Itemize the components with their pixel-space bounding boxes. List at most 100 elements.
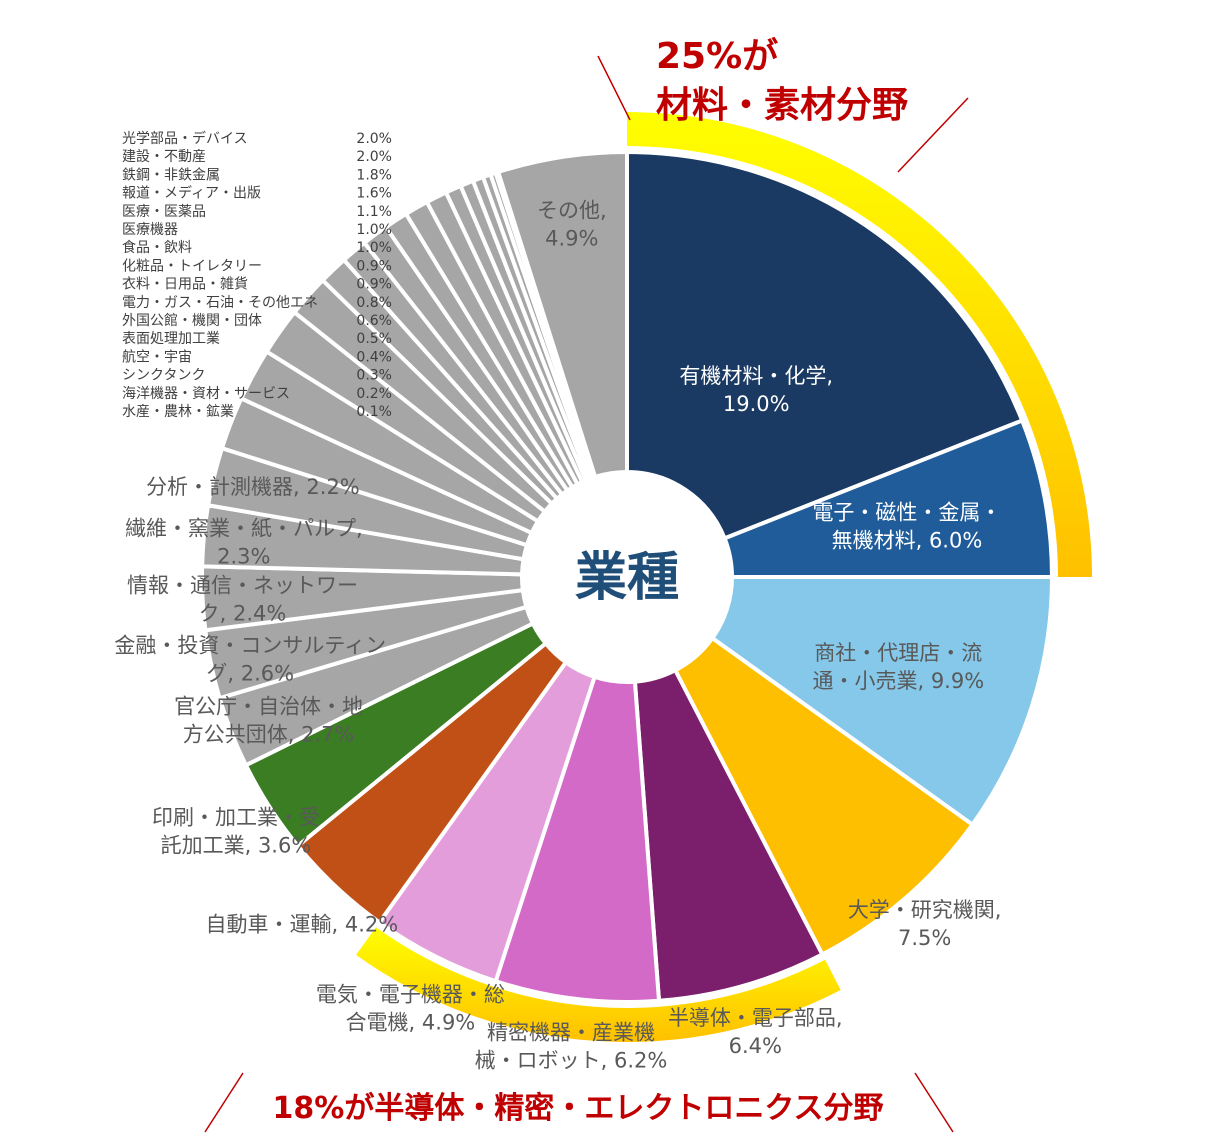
label-大学-研究機関: 大学・研究機関, 7.5% [848,898,1002,950]
label-line2: 7.5% [898,926,951,950]
small-label-name: 海洋機器・資材・サービス [122,386,290,402]
label-line1: 電気・電子機器・総 [316,982,505,1006]
annotation-tick-left [597,55,631,121]
annotation-line2: 材料・素材分野 [656,85,908,126]
small-label-光学部品-デバイス: 光学部品・デバイス 2.0% [122,130,392,147]
small-label-シンクタンク: シンクタンク 0.3% [122,368,392,384]
label-line2: 2.3% [217,545,270,569]
label-自動車-運輸: 自動車・運輸, 4.2% [205,912,398,936]
label-その他: その他, 4.9% [537,198,607,250]
small-label-pct: 1.0% [356,222,392,238]
small-label-pct: 1.0% [356,240,392,256]
label-line1: 商社・代理店・流 [814,641,982,665]
label-line2: 械・ロボット, 6.2% [475,1049,668,1073]
label-有機材料-化学: 有機材料・化学, 19.0% [679,364,833,416]
slice-大学-研究機関 [673,636,975,957]
label-line1: 官公庁・自治体・地 [174,695,363,719]
small-label-name: 建設・不動産 [122,149,206,165]
label-line1: 電子・磁性・金属・ [812,501,1001,525]
label-line2: 19.0% [723,392,790,416]
small-label-name: 水産・農林・鉱業 [122,403,234,420]
label-半導体-電子部品: 半導体・電子部品, 6.4% [668,1006,843,1058]
label-line2: 6.4% [729,1034,782,1058]
label-line2: 通・小売業, 9.9% [812,669,984,693]
label-line2: 4.9% [545,226,598,250]
small-label-name: 電力・ガス・石油・その他エネ [122,295,318,311]
small-label-pct: 0.2% [356,386,392,402]
small-label-pct: 1.8% [356,167,392,183]
slice-有機材料-化学 [625,150,1025,541]
small-label-name: 医療・医薬品 [122,203,206,220]
label-line2: グ, 2.6% [206,661,294,685]
label-電子-磁性-金属-無機材料: 電子・磁性・金属・無機材料, 6.0% [812,501,1001,553]
small-label-pct: 0.9% [356,277,392,293]
annotation-line1: 25%が [656,36,778,77]
label-line1: 精密機器・産業機 [487,1021,655,1045]
label-line1: その他, [537,198,607,222]
small-label-建設-不動産: 建設・不動産 2.0% [122,149,392,165]
small-label-name: 食品・飲料 [122,239,192,256]
label-line1: 分析・計測機器, 2.2% [146,475,360,499]
label-繊維-窯業-紙-パルプ: 繊維・窯業・紙・パルプ, 2.3% [125,517,363,569]
label-line2: ク, 2.4% [199,601,287,625]
label-line2: 合電機, 4.9% [346,1010,476,1034]
label-line1: 印刷・加工業・受 [152,806,320,830]
small-label-name: 医療機器 [122,221,178,238]
label-line2: 託加工業, 3.6% [161,834,312,858]
small-label-name: 衣料・日用品・雑貨 [122,276,248,293]
small-label-pct: 0.8% [356,295,392,311]
slice-精密機器-産業機械-ロボット [493,674,662,1004]
small-label-外国公館-機関-団体: 外国公館・機関・団体 0.6% [122,312,392,329]
slice-その他 [496,150,629,479]
small-label-海洋機器-資材-サービス: 海洋機器・資材・サービス 0.2% [122,386,392,402]
label-line1: 情報・通信・ネットワー [127,573,358,597]
small-label-name: 報道・メディア・出版 [122,185,261,202]
small-label-pct: 0.5% [356,331,392,347]
annotation-line1: 18%が半導体・精密・エレクトロニクス分野 [273,1091,884,1126]
label-商社-代理店-流通-小売業: 商社・代理店・流通・小売業, 9.9% [812,641,984,693]
small-label-医療-医薬品: 医療・医薬品 1.1% [122,203,392,220]
small-label-name: 外国公館・機関・団体 [122,312,262,329]
small-label-pct: 0.1% [356,404,392,420]
small-label-航空-宇宙: 航空・宇宙 0.4% [122,349,392,365]
label-line1: 繊維・窯業・紙・パルプ, [125,517,363,541]
small-label-pct: 0.6% [356,313,392,329]
label-line2: 無機材料, 6.0% [832,529,983,553]
label-line1: 自動車・運輸, 4.2% [205,912,398,936]
small-label-pct: 1.1% [356,204,392,220]
slice-電子-磁性-金属-無機材料 [722,418,1054,579]
small-label-pct: 2.0% [356,131,392,147]
small-label-name: 鉄鋼・非鉄金属 [122,167,220,183]
label-line2: 方公共団体, 2.7% [183,723,355,747]
small-label-pct: 0.9% [356,258,392,274]
small-label-name: 化粧品・トイレタリー [122,258,262,274]
highlight-band-2 [356,927,841,1043]
label-分析-計測機器: 分析・計測機器, 2.2% [146,475,360,499]
annotation-tick-left [204,1072,244,1133]
small-label-pct: 2.0% [356,149,392,165]
label-line1: 半導体・電子部品, [668,1006,843,1030]
small-label-pct: 1.6% [356,186,392,202]
slice-半導体-電子部品 [632,668,825,1003]
small-label-pct: 0.3% [356,368,392,384]
slice-商社-代理店-流通-小売業 [710,575,1054,827]
small-label-水産-農林-鉱業: 水産・農林・鉱業 0.1% [122,403,392,420]
small-label-name: シンクタンク [122,368,205,384]
small-label-鉄鋼-非鉄金属: 鉄鋼・非鉄金属 1.8% [122,167,392,183]
small-label-name: 航空・宇宙 [122,349,192,365]
small-label-pct: 0.4% [356,349,392,365]
small-label-報道-メディア-出版: 報道・メディア・出版 1.6% [122,185,392,202]
small-label-name: 表面処理加工業 [122,331,220,347]
small-label-name: 光学部品・デバイス [122,130,248,147]
annotation-tick-right [897,97,969,173]
small-label-表面処理加工業: 表面処理加工業 0.5% [122,331,392,347]
highlight-band-1 [627,112,1092,577]
small-label-化粧品-トイレタリー: 化粧品・トイレタリー 0.9% [122,258,392,274]
